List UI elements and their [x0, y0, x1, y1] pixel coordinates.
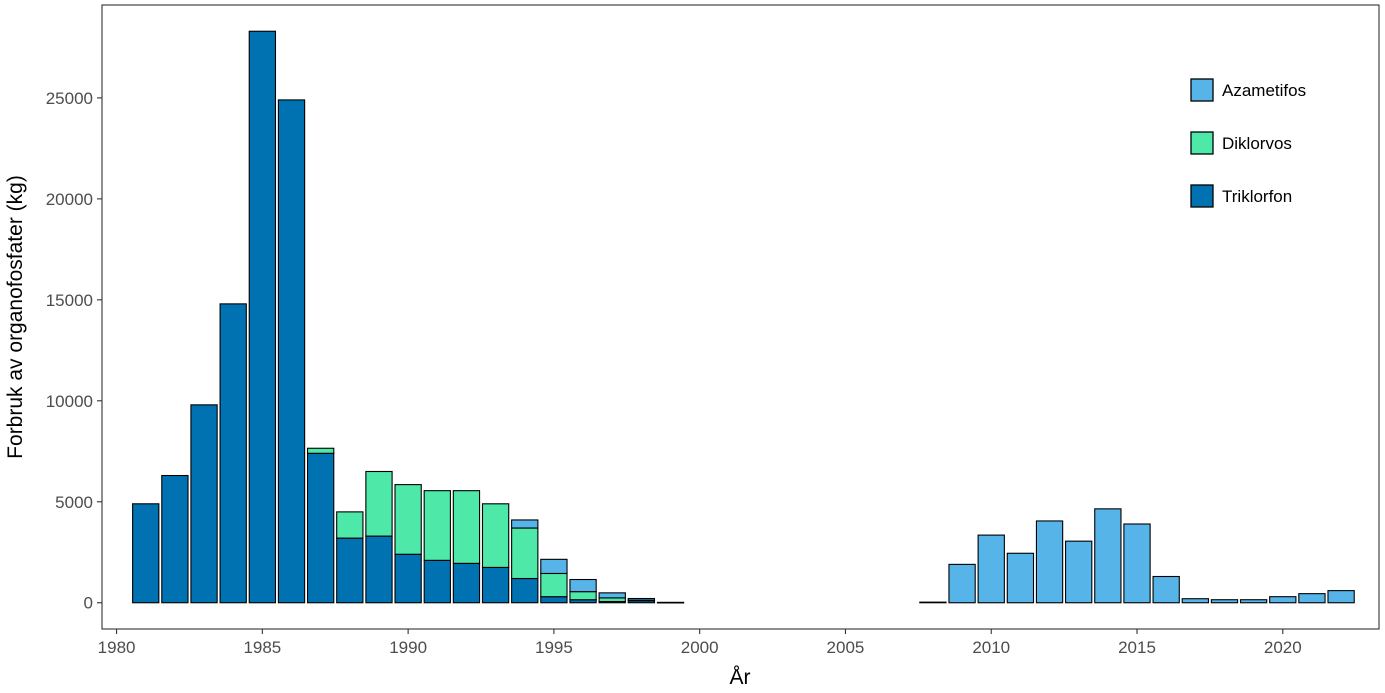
y-axis: 0 5000 10000 15000 20000 25000	[46, 89, 102, 613]
x-tick-label-1990: 1990	[389, 638, 427, 657]
bar-triklorfon-1993	[481, 566, 510, 604]
x-tick-label-2005: 2005	[827, 638, 865, 657]
y-axis-title: Forbruk av organofosfater (kg)	[4, 175, 27, 459]
bar-azametifos-2009	[948, 563, 976, 604]
bar-azametifos-1994	[511, 519, 539, 529]
legend: Azametifos Diklorvos Triklorfon	[1190, 78, 1306, 208]
x-tick-label-2010: 2010	[972, 638, 1010, 657]
x-axis-title: År	[730, 666, 751, 689]
bar-azametifos-2015	[1123, 523, 1151, 604]
bar-triklorfon-1985	[248, 30, 277, 604]
x-axis: 1980 1985 1990 1995 2000 2005 2010 2015 2020	[98, 629, 1302, 657]
bar-azametifos-2022	[1327, 590, 1355, 604]
bar-azametifos-2014	[1094, 508, 1122, 604]
y-tick-label-15000: 15000	[46, 291, 93, 310]
bar-diklorvos-1991	[423, 490, 451, 561]
bar-azametifos-2020	[1269, 596, 1297, 604]
legend-label-diklorvos: Diklorvos	[1222, 134, 1292, 153]
legend-label-azametifos: Azametifos	[1222, 81, 1306, 100]
bar-azametifos-1998	[627, 597, 656, 601]
bar-azametifos-1996	[569, 578, 597, 593]
bars-group	[132, 30, 1355, 604]
bar-diklorvos-1989	[365, 470, 393, 537]
bar-diklorvos-1988	[336, 511, 364, 539]
bar-azametifos-2010	[977, 534, 1005, 604]
y-tick-label-20000: 20000	[46, 190, 93, 209]
bar-triklorfon-1990	[394, 553, 422, 604]
x-tick-label-1995: 1995	[535, 638, 573, 657]
x-tick-label-1980: 1980	[98, 638, 136, 657]
bar-triklorfon-1981	[132, 503, 160, 604]
bar-diklorvos-1990	[394, 484, 422, 555]
bar-triklorfon-1989	[365, 535, 393, 604]
x-tick-label-2015: 2015	[1118, 638, 1156, 657]
y-tick-label-25000: 25000	[46, 89, 93, 108]
bar-triklorfon-1983	[190, 404, 218, 604]
bar-diklorvos-1987	[306, 447, 335, 454]
x-tick-label-2020: 2020	[1264, 638, 1302, 657]
bar-azametifos-2013	[1065, 540, 1093, 604]
bar-diklorvos-1993	[481, 503, 510, 568]
bar-triklorfon-2008	[919, 601, 947, 604]
bar-triklorfon-1994	[511, 577, 539, 604]
legend-swatch-azametifos	[1190, 78, 1214, 102]
x-tick-label-2000: 2000	[681, 638, 719, 657]
bar-diklorvos-1992	[452, 490, 481, 564]
bar-azametifos-1995	[540, 558, 568, 575]
bar-azametifos-2012	[1035, 520, 1064, 604]
bar-azametifos-1997	[598, 592, 626, 599]
bar-azametifos-2019	[1239, 599, 1268, 604]
bar-triklorfon-1995	[540, 596, 568, 604]
bar-diklorvos-1995	[540, 572, 568, 598]
x-tick-label-1985: 1985	[243, 638, 281, 657]
y-tick-label-0: 0	[84, 594, 93, 613]
y-tick-label-10000: 10000	[46, 392, 93, 411]
bar-triklorfon-1982	[161, 474, 189, 604]
bar-triklorfon-1988	[336, 537, 364, 604]
bar-azametifos-2018	[1210, 599, 1239, 604]
bar-diklorvos-1994	[511, 527, 539, 580]
bar-azametifos-2021	[1298, 593, 1326, 604]
bar-triklorfon-1987	[306, 452, 335, 604]
bar-triklorfon-1992	[452, 562, 481, 604]
bar-triklorfon-1999	[656, 601, 685, 604]
bar-diklorvos-1996	[569, 591, 597, 601]
y-tick-label-5000: 5000	[55, 493, 93, 512]
legend-swatch-diklorvos	[1190, 131, 1214, 155]
bar-triklorfon-1991	[423, 559, 451, 604]
bar-azametifos-2011	[1006, 552, 1035, 604]
bar-azametifos-2016	[1152, 575, 1180, 604]
bar-triklorfon-1984	[219, 303, 247, 604]
bar-azametifos-2017	[1181, 598, 1209, 604]
legend-label-triklorfon: Triklorfon	[1222, 187, 1292, 206]
legend-swatch-triklorfon	[1190, 184, 1214, 208]
bar-triklorfon-1986	[277, 99, 306, 604]
